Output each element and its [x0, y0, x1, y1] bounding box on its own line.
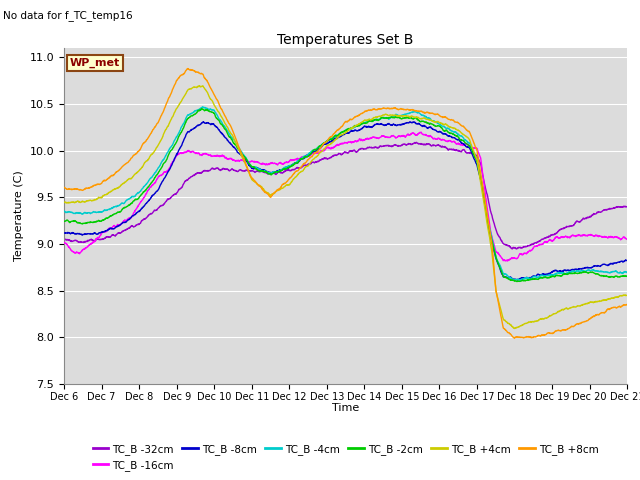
Text: WP_met: WP_met: [70, 58, 120, 68]
Y-axis label: Temperature (C): Temperature (C): [14, 170, 24, 262]
Title: Temperatures Set B: Temperatures Set B: [277, 33, 414, 47]
Text: No data for f_TC_temp16: No data for f_TC_temp16: [3, 10, 133, 21]
Legend: TC_B -32cm, TC_B -16cm, TC_B -8cm, TC_B -4cm, TC_B -2cm, TC_B +4cm, TC_B +8cm: TC_B -32cm, TC_B -16cm, TC_B -8cm, TC_B …: [88, 440, 603, 475]
X-axis label: Time: Time: [332, 403, 359, 413]
